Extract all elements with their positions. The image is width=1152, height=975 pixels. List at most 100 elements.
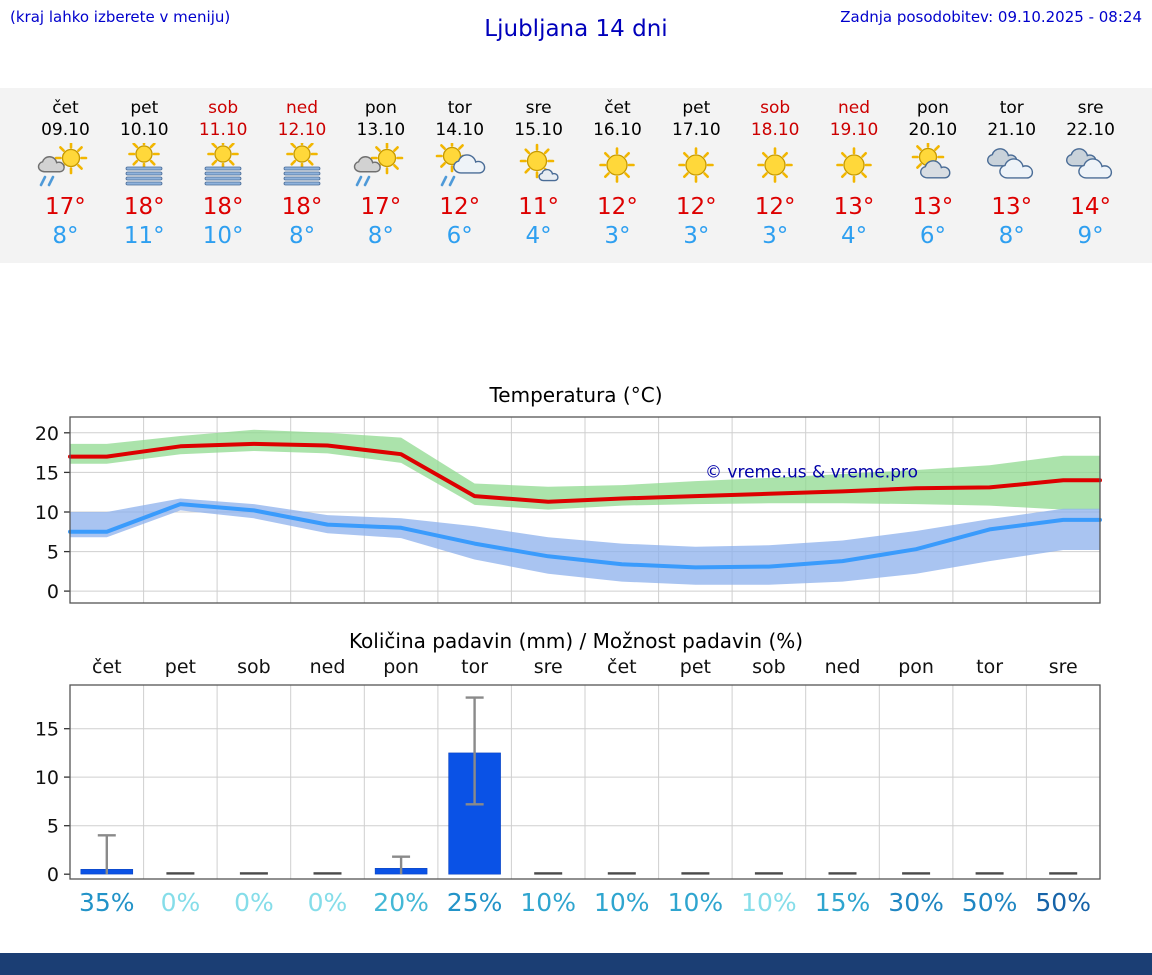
precipitation-chart-title: Količina padavin (mm) / Možnost padavin … xyxy=(348,629,804,653)
header: (kraj lahko izberete v meniju) Ljubljana… xyxy=(0,0,1152,56)
day-tmin: 8° xyxy=(52,223,79,249)
y-tick-label: 10 xyxy=(35,767,59,789)
probability-label: 10% xyxy=(741,888,797,917)
y-tick-label: 20 xyxy=(35,423,59,445)
day-tmin: 9° xyxy=(1077,223,1104,249)
day-tmin: 10° xyxy=(202,223,244,249)
forecast-day[interactable]: sre 15.10 11° 4° xyxy=(499,98,578,249)
forecast-day[interactable]: tor 14.10 12° 6° xyxy=(420,98,499,249)
day-date: 22.10 xyxy=(1066,120,1115,140)
day-icon xyxy=(499,143,578,193)
y-tick-label: 15 xyxy=(35,719,59,741)
zero-precip-mark xyxy=(681,872,710,875)
day-tmin: 11° xyxy=(123,223,165,249)
probability-label: 50% xyxy=(962,888,1018,917)
sun-showers-icon xyxy=(353,143,404,187)
forecast-day[interactable]: sre 22.10 14° 9° xyxy=(1051,98,1130,249)
day-tmin: 4° xyxy=(525,223,552,249)
forecast-day[interactable]: pon 20.10 13° 6° xyxy=(893,98,972,249)
probability-label: 25% xyxy=(447,888,503,917)
day-name: ned xyxy=(285,98,319,118)
zero-precip-mark xyxy=(1049,872,1078,875)
forecast-day[interactable]: ned 19.10 13° 4° xyxy=(815,98,894,249)
day-name: sob xyxy=(208,98,239,118)
probability-label: 20% xyxy=(373,888,429,917)
precipitation-chart: čet pet sob ned pon tor sre čet pet sob ned pon tor s… xyxy=(0,653,1152,918)
temperature-line xyxy=(68,502,1102,570)
precip-day-label: čet xyxy=(607,656,637,678)
day-tmin: 3° xyxy=(683,223,710,249)
forecast-day[interactable]: pet 17.10 12° 3° xyxy=(657,98,736,249)
day-date: 14.10 xyxy=(435,120,485,140)
precipitation-chart-svg: čet pet sob ned pon tor sre čet pet sob ned pon tor s… xyxy=(35,656,1101,917)
forecast-day[interactable]: tor 21.10 13° 8° xyxy=(972,98,1051,249)
temperature-chart-svg: 0 5 10 15 20 © vreme.us & vreme.pro xyxy=(35,416,1102,604)
sun-fog-icon xyxy=(283,143,321,186)
temperature-chart-title: Temperatura (°C) xyxy=(489,383,663,407)
y-tick-label: 15 xyxy=(35,462,59,484)
probability-label: 0% xyxy=(161,888,201,917)
day-date: 11.10 xyxy=(198,120,248,140)
zero-precip-mark xyxy=(534,872,563,875)
day-icon xyxy=(736,143,815,193)
day-date: 18.10 xyxy=(750,120,800,140)
forecast-day[interactable]: sob 18.10 12° 3° xyxy=(736,98,815,249)
cloudy-icon xyxy=(986,148,1033,179)
day-date: 17.10 xyxy=(671,120,721,140)
day-date: 09.10 xyxy=(41,120,90,140)
day-tmax: 11° xyxy=(518,194,559,220)
precip-day-label: sre xyxy=(534,656,563,678)
forecast-day[interactable]: pet 10.10 18° 11° xyxy=(105,98,184,249)
zero-precip-mark xyxy=(975,872,1004,875)
precip-day-label: pon xyxy=(898,656,934,678)
day-tmax: 12° xyxy=(439,194,481,220)
day-icon xyxy=(105,143,184,193)
page-title: Ljubljana 14 dni xyxy=(484,16,668,42)
zero-precip-mark xyxy=(313,872,342,875)
precip-day-label: pet xyxy=(680,656,711,678)
sun-showers-icon xyxy=(38,143,88,187)
day-date: 13.10 xyxy=(356,120,406,140)
probability-label: 0% xyxy=(234,888,274,917)
day-icon xyxy=(972,143,1051,193)
day-name: čet xyxy=(604,98,631,118)
day-tmin: 8° xyxy=(288,223,316,249)
day-tmax: 17° xyxy=(360,194,402,220)
probability-label: 35% xyxy=(79,888,135,917)
zero-precip-mark xyxy=(902,872,931,875)
day-name: tor xyxy=(999,98,1024,118)
precip-day-label: ned xyxy=(310,656,346,678)
day-tmin: 8° xyxy=(367,223,394,249)
sun-cloud-icon xyxy=(911,143,951,179)
day-tmin: 8° xyxy=(998,223,1025,249)
temperature-line xyxy=(68,441,1102,504)
watermark: © vreme.us & vreme.pro xyxy=(705,462,918,482)
precip-day-label: sob xyxy=(237,656,271,678)
day-name: pet xyxy=(130,98,159,118)
forecast-day[interactable]: ned 12.10 18° 8° xyxy=(263,98,342,249)
forecast-day[interactable]: čet 09.10 17° 8° xyxy=(26,98,105,249)
precipitation-chart-block: Količina padavin (mm) / Možnost padavin … xyxy=(0,629,1152,918)
day-tmax: 18° xyxy=(123,194,165,220)
day-tmax: 12° xyxy=(597,194,638,220)
sun-fog-icon xyxy=(125,143,163,186)
day-icon xyxy=(341,143,420,193)
day-date: 12.10 xyxy=(277,120,327,140)
y-tick-label: 5 xyxy=(47,816,59,838)
day-tmax: 13° xyxy=(991,194,1033,220)
y-tick-label: 0 xyxy=(47,581,59,603)
temperature-chart: 0 5 10 15 20 © vreme.us & vreme.pro xyxy=(0,407,1152,617)
day-icon xyxy=(184,143,263,193)
day-date: 10.10 xyxy=(119,120,169,140)
day-tmin: 6° xyxy=(919,223,946,249)
forecast-day[interactable]: čet 16.10 12° 3° xyxy=(578,98,657,249)
forecast-day[interactable]: pon 13.10 17° 8° xyxy=(341,98,420,249)
day-tmin: 4° xyxy=(840,223,868,249)
day-tmin: 6° xyxy=(446,223,473,249)
day-icon xyxy=(420,143,499,193)
day-tmax: 18° xyxy=(281,194,323,220)
day-name: čet xyxy=(52,98,79,118)
zero-precip-mark xyxy=(754,872,783,875)
y-tick-label: 10 xyxy=(35,502,59,524)
forecast-day[interactable]: sob 11.10 18° 10° xyxy=(184,98,263,249)
